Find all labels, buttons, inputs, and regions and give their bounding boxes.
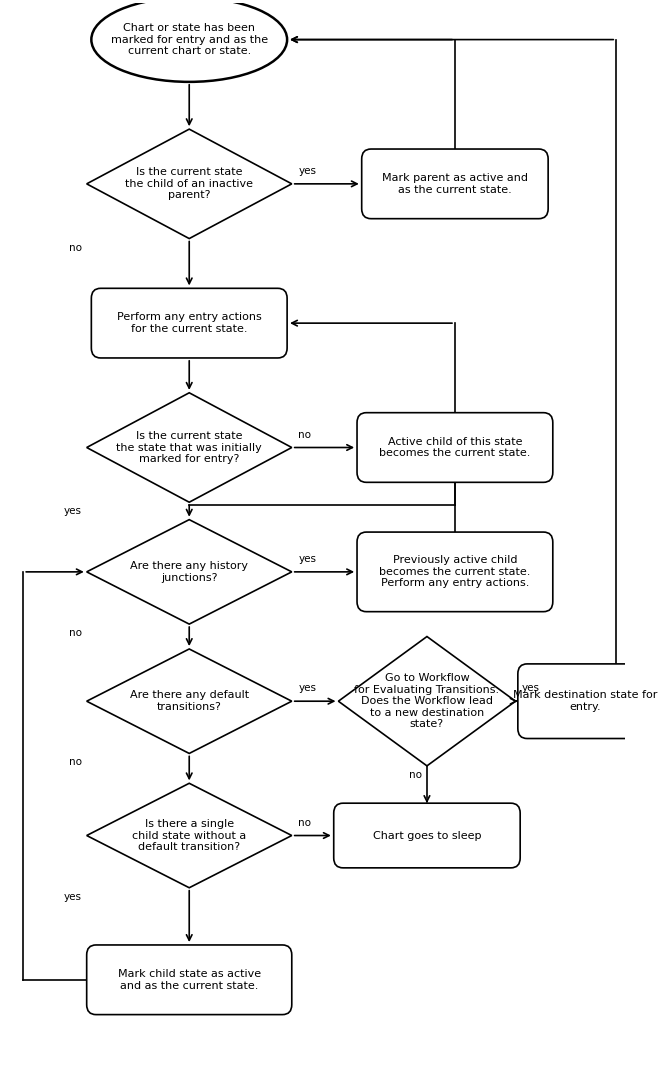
FancyBboxPatch shape: [357, 413, 553, 483]
Text: Previously active child
becomes the current state.
Perform any entry actions.: Previously active child becomes the curr…: [380, 555, 531, 589]
Text: Go to Workflow
for Evaluating Transitions.
Does the Workflow lead
to a new desti: Go to Workflow for Evaluating Transition…: [354, 673, 500, 729]
Text: yes: yes: [64, 507, 82, 517]
Text: Active child of this state
becomes the current state.: Active child of this state becomes the c…: [380, 437, 531, 459]
Text: no: no: [298, 429, 311, 440]
Text: Mark parent as active and
as the current state.: Mark parent as active and as the current…: [382, 173, 528, 194]
Polygon shape: [87, 783, 291, 888]
FancyBboxPatch shape: [87, 945, 291, 1014]
Text: yes: yes: [298, 684, 316, 693]
Text: no: no: [410, 770, 422, 780]
Text: Mark child state as active
and as the current state.: Mark child state as active and as the cu…: [117, 969, 261, 990]
FancyBboxPatch shape: [357, 532, 553, 612]
FancyBboxPatch shape: [518, 664, 653, 738]
Polygon shape: [87, 393, 291, 502]
Text: Is the current state
the child of an inactive
parent?: Is the current state the child of an ina…: [125, 167, 253, 201]
Polygon shape: [338, 637, 516, 765]
Polygon shape: [87, 649, 291, 753]
Polygon shape: [87, 520, 291, 625]
Text: Chart or state has been
marked for entry and as the
current chart or state.: Chart or state has been marked for entry…: [111, 23, 267, 56]
Ellipse shape: [91, 0, 287, 82]
Text: Chart goes to sleep: Chart goes to sleep: [373, 831, 481, 841]
FancyBboxPatch shape: [91, 288, 287, 358]
Text: yes: yes: [298, 554, 316, 563]
Text: no: no: [69, 758, 82, 768]
Text: Are there any history
junctions?: Are there any history junctions?: [130, 561, 248, 583]
Text: no: no: [69, 628, 82, 638]
FancyBboxPatch shape: [334, 804, 520, 868]
Text: Perform any entry actions
for the current state.: Perform any entry actions for the curren…: [117, 312, 261, 334]
Polygon shape: [87, 129, 291, 238]
Text: Are there any default
transitions?: Are there any default transitions?: [129, 690, 249, 712]
Text: Is the current state
the state that was initially
marked for entry?: Is the current state the state that was …: [116, 431, 262, 464]
Text: yes: yes: [522, 684, 540, 693]
FancyBboxPatch shape: [362, 149, 548, 218]
Text: no: no: [69, 242, 82, 252]
Text: no: no: [298, 818, 311, 828]
Text: yes: yes: [64, 892, 82, 902]
Text: Mark destination state for
entry.: Mark destination state for entry.: [513, 690, 658, 712]
Text: Is there a single
child state without a
default transition?: Is there a single child state without a …: [132, 819, 246, 852]
Text: yes: yes: [298, 166, 316, 176]
